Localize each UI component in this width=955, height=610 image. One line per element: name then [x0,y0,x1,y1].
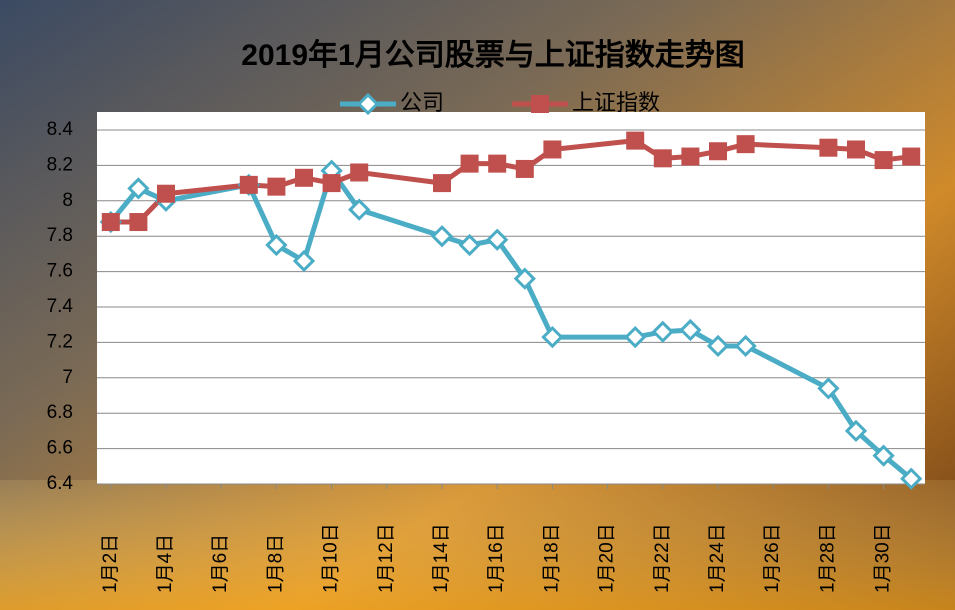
data-point [736,135,755,154]
y-tick-label: 8 [62,190,73,211]
data-point [157,184,175,203]
data-point [819,138,838,157]
data-point [295,168,313,187]
x-tick-label: 1月22日 [652,523,673,593]
x-tick-label: 1月6日 [210,534,231,593]
data-point [624,325,647,349]
legend-label: 上证指数 [572,90,660,115]
data-point [101,213,120,232]
data-point [651,320,674,343]
legend: 公司 上证指数 [340,90,660,116]
y-tick-label: 7.6 [47,261,73,282]
legend-label: 公司 [400,90,444,115]
y-tick-label: 8.4 [47,119,74,140]
data-point [460,154,479,173]
x-tick-label: 1月10日 [321,523,342,593]
y-tick-label: 8.2 [47,154,73,175]
x-tick-label: 1月12日 [376,523,397,593]
data-point [706,334,730,358]
data-point [292,249,316,273]
data-point [817,377,840,400]
y-tick-label: 7.2 [47,331,73,352]
data-point [734,334,757,358]
data-point [515,159,534,178]
y-tick-label: 6.4 [47,473,74,494]
y-tick-label: 7.4 [47,296,74,317]
x-tick-label: 1月20日 [597,523,618,593]
x-tick-label: 1月8日 [265,534,286,593]
data-point [513,267,536,290]
data-point [433,174,451,193]
legend-marker [531,95,549,113]
chart-title: 2019年1月公司股票与上证指数走势图 [241,39,744,72]
data-point [265,233,288,257]
data-point [874,151,893,170]
data-point [653,149,672,168]
data-point [350,163,369,182]
y-tick-label: 7 [62,367,73,388]
y-tick-label: 7.8 [47,225,73,246]
x-tick-label: 1月4日 [155,534,176,593]
data-point [679,318,702,342]
data-point [129,213,148,232]
x-tick-label: 1月14日 [431,523,452,593]
data-point [239,175,258,194]
data-point [681,147,700,166]
data-point [458,233,481,257]
data-point [902,147,921,166]
y-tick-label: 6.8 [47,402,73,423]
data-point [543,140,562,159]
data-point [430,225,454,248]
x-tick-label: 1月28日 [817,523,838,593]
data-point [872,444,895,467]
series-line [110,138,912,225]
series-line [108,168,913,481]
x-tick-label: 1月26日 [762,523,783,593]
data-point [844,419,868,443]
data-point [626,131,645,150]
data-point [541,325,564,349]
x-tick-label: 1月30日 [873,523,894,593]
data-point [900,467,923,490]
data-point [267,177,286,196]
data-point [709,142,727,161]
x-tick-label: 1月24日 [707,523,728,593]
legend-marker [356,92,380,116]
data-point [488,154,507,173]
data-point [847,140,865,159]
data-point [127,177,150,200]
x-tick-label: 1月16日 [486,523,507,593]
data-point [348,198,371,221]
data-point [486,228,509,251]
plot-area [97,112,925,484]
data-point [322,174,341,193]
x-tick-label: 1月2日 [100,534,121,593]
background-glow [0,480,955,610]
x-tick-label: 1月18日 [541,523,562,593]
y-tick-label: 6.6 [47,438,73,459]
